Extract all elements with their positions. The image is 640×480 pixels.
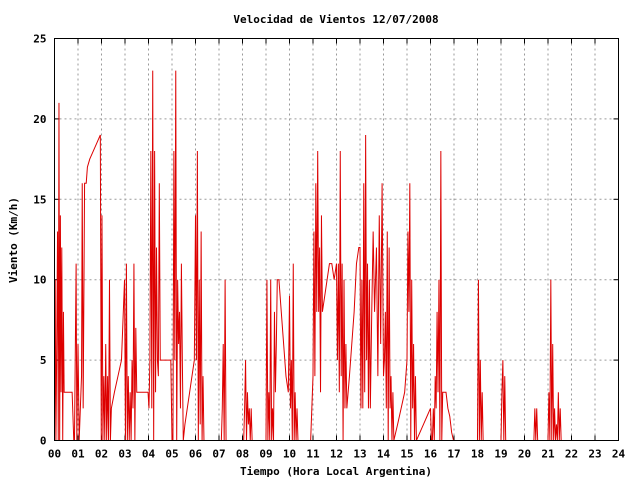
- y-tick-label: 0: [40, 435, 47, 448]
- series-layer: [54, 70, 563, 441]
- y-tick-label: 10: [33, 274, 46, 287]
- x-tick-label: 16: [424, 448, 438, 461]
- x-axis-label: Tiempo (Hora Local Argentina): [240, 465, 432, 478]
- x-tick-label: 07: [212, 448, 225, 461]
- grid: [54, 38, 619, 441]
- tick-labels: 00 01 02 03 04 05 06 07 08 09 10 11 12 13 14 15 16 17 18 19…: [33, 33, 625, 461]
- x-tick-label: 03: [118, 448, 131, 461]
- x-tick-label: 12: [330, 448, 343, 461]
- x-tick-label: 21: [541, 448, 555, 461]
- chart-title: Velocidad de Vientos 12/07/2008: [233, 13, 438, 26]
- y-tick-label: 20: [33, 113, 46, 126]
- x-tick-label: 13: [353, 448, 366, 461]
- x-tick-label: 23: [588, 448, 601, 461]
- x-tick-label: 10: [283, 448, 296, 461]
- y-axis-label: Viento (Km/h): [7, 197, 20, 283]
- y-tick-label: 5: [40, 354, 47, 367]
- x-tick-label: 14: [377, 448, 391, 461]
- x-tick-label: 04: [142, 448, 156, 461]
- x-tick-label: 18: [471, 448, 484, 461]
- x-tick-label: 15: [400, 448, 413, 461]
- x-tick-label: 02: [95, 448, 108, 461]
- x-tick-label: 05: [165, 448, 178, 461]
- x-tick-label: 08: [236, 448, 249, 461]
- x-tick-label: 11: [306, 448, 320, 461]
- wind-speed-line: [54, 70, 563, 441]
- x-tick-label: 09: [259, 448, 272, 461]
- y-tick-label: 15: [33, 193, 46, 206]
- plot-frame: [54, 38, 619, 441]
- x-tick-label: 17: [447, 448, 460, 461]
- x-tick-label: 01: [71, 448, 85, 461]
- x-tick-label: 19: [494, 448, 507, 461]
- y-tick-label: 25: [33, 33, 46, 46]
- x-tick-label: 22: [565, 448, 578, 461]
- x-tick-label: 00: [48, 448, 61, 461]
- x-tick-label: 06: [189, 448, 203, 461]
- x-tick-label: 20: [518, 448, 531, 461]
- x-tick-label: 24: [612, 448, 626, 461]
